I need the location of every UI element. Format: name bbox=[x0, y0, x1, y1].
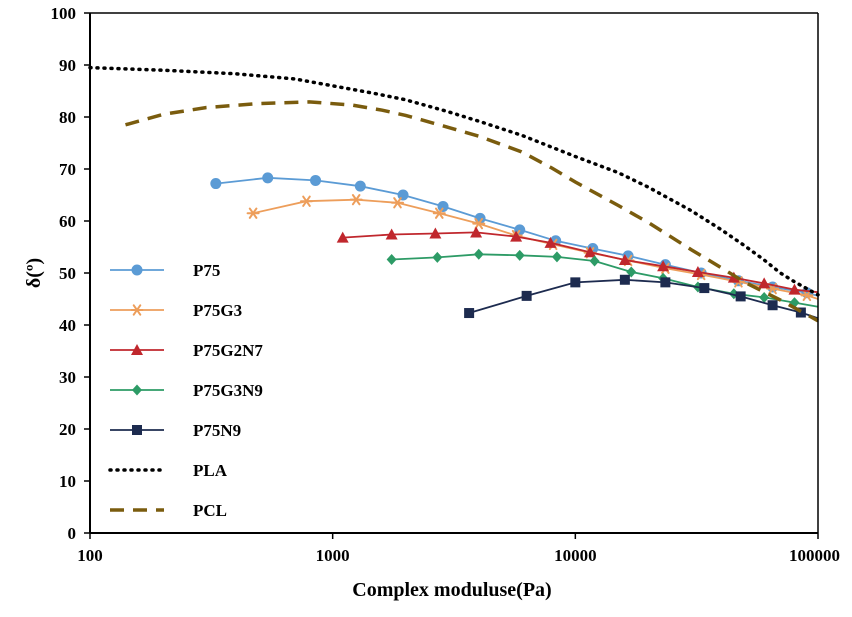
point-p75n9-1 bbox=[521, 290, 532, 301]
point-p75g3n9-1 bbox=[432, 251, 443, 263]
point-p75n9-7 bbox=[767, 300, 778, 311]
x-axis-title: Complex moduluse(Pa) bbox=[352, 579, 551, 601]
point-p75g3-5 bbox=[472, 217, 486, 230]
point-p75n9-8 bbox=[795, 307, 806, 318]
point-p75g3-2 bbox=[349, 194, 363, 206]
series-line-p75g2n7 bbox=[342, 231, 819, 294]
y-tick-label-10: 10 bbox=[59, 472, 76, 491]
point-p75g3n9-10 bbox=[759, 291, 770, 303]
legend-item-p75g3: P75G3 bbox=[110, 301, 242, 320]
y-axis-title: δ(º) bbox=[23, 258, 45, 288]
point-p75-0 bbox=[210, 178, 222, 190]
point-p75g2n7-2 bbox=[429, 227, 442, 239]
point-p75g2n7-8 bbox=[657, 260, 670, 272]
point-p75g3-3 bbox=[391, 197, 405, 209]
series-line-pla bbox=[88, 65, 820, 297]
legend-label-p75g3n9: P75G3N9 bbox=[193, 381, 263, 400]
legend-label-p75g3: P75G3 bbox=[193, 301, 242, 320]
point-p75g2n7-12 bbox=[788, 283, 801, 295]
point-p75g2n7-5 bbox=[544, 236, 557, 248]
y-tick-label-60: 60 bbox=[59, 212, 76, 231]
point-p75n9-6 bbox=[735, 291, 746, 302]
ticks: 0 10 20 30 40 50 60 70 80 90 100 100 1000 10000 100000 bbox=[51, 4, 841, 565]
point-p75g3n9-6 bbox=[626, 266, 637, 278]
point-p75g3-1 bbox=[299, 195, 313, 207]
series-p75g2n7 bbox=[336, 226, 819, 295]
legend-label-pla: PLA bbox=[193, 461, 228, 480]
point-p75g3n9-3 bbox=[514, 249, 525, 261]
y-tick-label-20: 20 bbox=[59, 420, 76, 439]
y-tick-label-0: 0 bbox=[68, 524, 77, 543]
series-line-p75n9 bbox=[468, 278, 819, 320]
legend-label-p75g2n7: P75G2N7 bbox=[193, 341, 263, 360]
x-tick-label-10000: 10000 bbox=[554, 546, 597, 565]
y-tick-label-70: 70 bbox=[59, 160, 76, 179]
point-p75-3 bbox=[354, 180, 366, 192]
point-p75-2 bbox=[310, 174, 322, 186]
y-tick-label-50: 50 bbox=[59, 264, 76, 283]
series-p75g3 bbox=[246, 194, 819, 302]
point-p75n9-4 bbox=[660, 277, 671, 288]
point-p75g2n7-9 bbox=[691, 265, 704, 277]
legend-item-pla: PLA bbox=[108, 461, 228, 480]
series-line-pcl bbox=[125, 100, 819, 323]
legend-marker-p75n9 bbox=[132, 425, 142, 435]
x-tick-label-100: 100 bbox=[77, 546, 103, 565]
legend-item-p75g3n9: P75G3N9 bbox=[110, 381, 263, 400]
point-p75g2n7-1 bbox=[385, 228, 398, 240]
point-p75n9-5 bbox=[699, 283, 710, 294]
point-p75g3n9-0 bbox=[386, 253, 397, 265]
legend: P75 P75G3 P75G2N7 P75G3N9 P75N9 PLA PCL bbox=[108, 261, 263, 520]
legend-label-p75n9: P75N9 bbox=[193, 421, 241, 440]
point-p75g2n7-3 bbox=[470, 226, 483, 238]
series-p75n9 bbox=[464, 274, 819, 320]
point-p75g3-4 bbox=[432, 207, 446, 219]
point-p75n9-3 bbox=[619, 274, 630, 285]
series-pcl bbox=[125, 100, 819, 323]
x-tick-label-100000: 100000 bbox=[789, 546, 840, 565]
point-p75n9-2 bbox=[570, 277, 581, 288]
point-p75g3-14 bbox=[800, 289, 814, 302]
x-tick-label-1000: 1000 bbox=[316, 546, 350, 565]
point-p75g2n7-11 bbox=[758, 277, 771, 289]
legend-marker-p75g3n9 bbox=[132, 384, 142, 396]
point-p75g3-0 bbox=[246, 207, 260, 219]
legend-marker-p75g2n7 bbox=[131, 344, 143, 355]
point-p75-1 bbox=[262, 172, 274, 184]
legend-marker-p75g3 bbox=[130, 304, 144, 316]
point-p75n9-0 bbox=[464, 308, 475, 319]
legend-item-p75n9: P75N9 bbox=[110, 421, 241, 440]
legend-label-p75: P75 bbox=[193, 261, 220, 280]
series-pla bbox=[88, 65, 820, 297]
legend-item-pcl: PCL bbox=[110, 501, 227, 520]
plot-area bbox=[88, 65, 820, 323]
point-p75g2n7-7 bbox=[618, 254, 631, 265]
point-p75g2n7-0 bbox=[336, 231, 349, 243]
point-p75g3n9-5 bbox=[589, 255, 600, 267]
y-tick-label-30: 30 bbox=[59, 368, 76, 387]
legend-marker-p75 bbox=[131, 264, 143, 276]
y-tick-label-90: 90 bbox=[59, 56, 76, 75]
y-tick-label-80: 80 bbox=[59, 108, 76, 127]
point-p75g3n9-2 bbox=[473, 248, 484, 260]
point-p75g2n7-4 bbox=[510, 230, 523, 242]
point-p75g3n9-4 bbox=[551, 251, 562, 263]
point-p75-5 bbox=[437, 200, 449, 212]
legend-item-p75g2n7: P75G2N7 bbox=[110, 341, 263, 360]
series-line-p75g3 bbox=[252, 198, 819, 300]
point-p75g2n7-6 bbox=[584, 246, 597, 258]
legend-item-p75: P75 bbox=[110, 261, 220, 280]
legend-label-pcl: PCL bbox=[193, 501, 227, 520]
y-tick-label-40: 40 bbox=[59, 316, 76, 335]
y-tick-label-100: 100 bbox=[51, 4, 77, 23]
